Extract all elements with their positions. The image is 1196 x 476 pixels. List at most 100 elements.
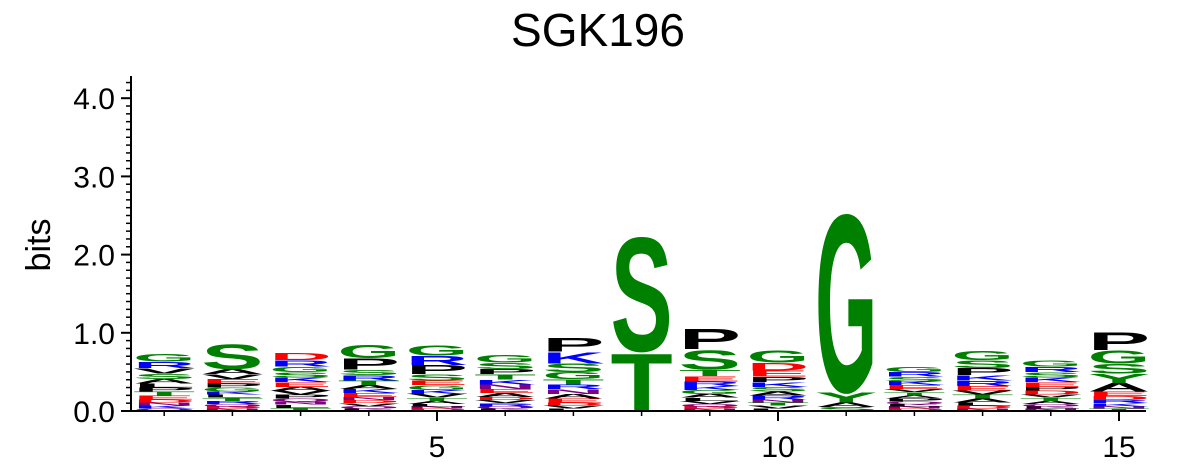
logo-letter-q: Q bbox=[474, 406, 536, 410]
logo-letter-g: G bbox=[815, 161, 877, 446]
logo-letter-d: D bbox=[679, 406, 741, 410]
logo-letters: QKNDETPLASVRGNDQRTLKGPEVASTLNQPVAEKSGRDL… bbox=[133, 161, 1150, 446]
logo-letter-n: N bbox=[951, 408, 1013, 412]
logo-letter-l: L bbox=[542, 408, 604, 412]
logo-letter-d: D bbox=[338, 399, 400, 404]
logo-letter-l: L bbox=[338, 408, 400, 412]
logo-letter-t: T bbox=[406, 397, 468, 402]
logo-letter-y: Y bbox=[815, 389, 877, 406]
logo-letter-r: R bbox=[474, 402, 536, 407]
x-tick-label: 5 bbox=[429, 431, 446, 464]
logo-letter-e: E bbox=[679, 375, 741, 383]
logo-letter-n: N bbox=[883, 406, 945, 410]
logo-letter-p: P bbox=[270, 394, 332, 400]
logo-letter-d: D bbox=[747, 361, 809, 373]
logo-letter-n: N bbox=[201, 408, 263, 412]
y-tick-label: 4.0 bbox=[73, 83, 115, 116]
logo-letter-a: A bbox=[474, 392, 536, 398]
logo-letter-g: G bbox=[747, 347, 809, 366]
logo-letter-t: T bbox=[1088, 408, 1150, 412]
y-tick-label: 2.0 bbox=[73, 240, 115, 273]
logo-letter-q: Q bbox=[1020, 403, 1082, 407]
logo-letter-d: D bbox=[1020, 390, 1082, 396]
logo-letter-l: L bbox=[201, 394, 263, 399]
logo-letter-d: D bbox=[270, 352, 332, 363]
logo-letter-t: T bbox=[338, 379, 400, 386]
logo-letter-n: N bbox=[679, 408, 741, 412]
logo-letter-t: T bbox=[952, 394, 1014, 400]
logo-letter-g: G bbox=[1088, 347, 1150, 367]
logo-letter-l: L bbox=[133, 383, 195, 389]
logo-letter-a: A bbox=[542, 393, 604, 400]
logo-letter-a: A bbox=[1088, 381, 1150, 394]
logo-letter-k: K bbox=[951, 374, 1013, 382]
logo-letter-g: G bbox=[542, 370, 604, 381]
logo-letter-k: K bbox=[338, 388, 400, 394]
logo-letter-l: L bbox=[952, 402, 1014, 407]
logo-letter-t: T bbox=[133, 391, 195, 397]
logo-letter-g: G bbox=[1020, 359, 1082, 369]
logo-letter-n: N bbox=[747, 399, 809, 404]
logo-letter-a: A bbox=[406, 400, 468, 405]
logo-letter-g: G bbox=[270, 365, 332, 373]
logo-letter-e: E bbox=[747, 369, 809, 379]
logo-letter-v: V bbox=[474, 399, 536, 404]
logo-letter-g: G bbox=[474, 353, 536, 365]
logo-letter-t: T bbox=[1020, 397, 1082, 402]
logo-letter-d: D bbox=[406, 408, 468, 412]
logo-letter-s: S bbox=[1020, 371, 1082, 379]
logo-letter-t: T bbox=[201, 397, 263, 402]
logo-letter-a: A bbox=[201, 367, 263, 375]
logo-letter-s: S bbox=[679, 344, 741, 375]
logo-letter-s: S bbox=[338, 368, 400, 376]
logo-letter-s: S bbox=[542, 361, 604, 374]
logo-letter-r: R bbox=[679, 380, 741, 387]
logo-letter-l: L bbox=[679, 397, 741, 402]
chart-title: SGK196 bbox=[511, 4, 685, 56]
axis-ticks: 0.0 1.0 2.0 3.0 4.0 5 10 15 bbox=[73, 81, 1136, 464]
logo-letter-a: A bbox=[815, 401, 877, 408]
logo-letter-t: T bbox=[542, 378, 604, 386]
logo-letter-n: N bbox=[1020, 408, 1082, 412]
logo-letter-e: E bbox=[406, 379, 468, 386]
logo-letter-k: K bbox=[201, 391, 263, 396]
logo-letter-n: N bbox=[338, 396, 400, 401]
x-tick-label: 15 bbox=[1102, 431, 1135, 464]
logo-letter-s: S bbox=[1088, 361, 1150, 376]
logo-letter-g: G bbox=[679, 389, 741, 395]
logo-letter-r: R bbox=[269, 359, 331, 369]
logo-letter-s: S bbox=[201, 337, 263, 377]
logo-letter-a: A bbox=[747, 391, 809, 397]
logo-letter-a: A bbox=[679, 393, 741, 399]
logo-letter-d: D bbox=[952, 405, 1014, 410]
logo-letter-v: V bbox=[133, 367, 195, 375]
logo-letter-t: T bbox=[474, 373, 536, 381]
logo-letter-g: G bbox=[201, 387, 263, 393]
logo-letter-g: G bbox=[883, 365, 945, 373]
logo-letter-q: Q bbox=[269, 398, 331, 403]
logo-letter-s: S bbox=[815, 406, 877, 412]
logo-letter-d: D bbox=[201, 406, 263, 410]
logo-letter-s: S bbox=[474, 361, 536, 371]
logo-letter-a: A bbox=[1020, 400, 1082, 405]
logo-letter-g: G bbox=[406, 342, 468, 359]
logo-letter-p: P bbox=[952, 366, 1014, 377]
logo-letter-v: V bbox=[338, 402, 400, 407]
logo-letter-k: K bbox=[1020, 376, 1082, 383]
logo-letter-v: V bbox=[201, 373, 263, 380]
logo-letter-e: E bbox=[883, 384, 945, 390]
x-tick-label: 10 bbox=[761, 431, 794, 464]
logo-letter-l: L bbox=[270, 404, 332, 409]
logo-letter-g: G bbox=[406, 384, 468, 391]
logo-letter-p: P bbox=[201, 383, 263, 389]
logo-letter-k: K bbox=[883, 380, 945, 386]
logo-letter-k: K bbox=[679, 385, 741, 391]
logo-letter-s: S bbox=[611, 205, 673, 387]
logo-letter-a: A bbox=[270, 386, 332, 392]
logo-letter-r: R bbox=[542, 383, 604, 390]
logo-letter-r: R bbox=[201, 400, 263, 405]
logo-letter-n: N bbox=[406, 406, 468, 410]
logo-letter-r: R bbox=[1088, 399, 1150, 404]
logo-letter-v: V bbox=[952, 390, 1014, 396]
